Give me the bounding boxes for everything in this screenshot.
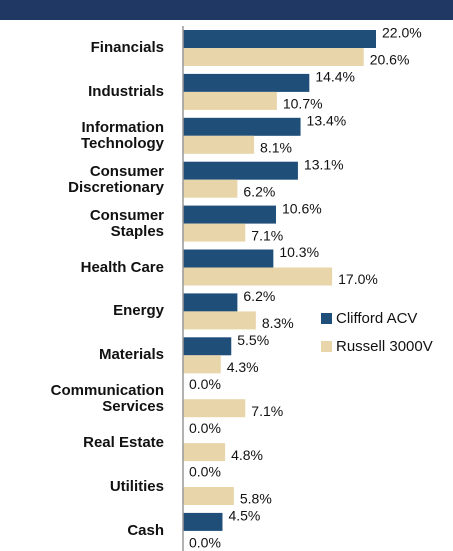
value-label: 0.0% bbox=[189, 420, 221, 436]
value-label: 10.3% bbox=[279, 244, 319, 260]
bar bbox=[183, 293, 238, 312]
value-label: 5.8% bbox=[240, 491, 272, 507]
value-label: 4.8% bbox=[231, 447, 263, 463]
bar bbox=[183, 117, 301, 136]
value-label: 10.6% bbox=[282, 200, 322, 216]
bar bbox=[183, 443, 226, 462]
value-label: 6.2% bbox=[243, 288, 275, 304]
value-label: 8.1% bbox=[260, 140, 292, 156]
bar bbox=[183, 179, 238, 198]
legend-label: Clifford ACV bbox=[336, 310, 417, 327]
category-label: Communication Services bbox=[50, 382, 164, 416]
category-label: Health Care bbox=[80, 258, 164, 276]
value-label: 10.7% bbox=[283, 96, 323, 112]
value-label: 4.5% bbox=[228, 508, 260, 524]
category-label: Financials bbox=[90, 39, 164, 56]
bar bbox=[183, 311, 256, 330]
bar bbox=[183, 223, 246, 242]
category-label: Energy bbox=[113, 302, 164, 320]
legend-swatch bbox=[321, 341, 332, 352]
header-band bbox=[0, 0, 453, 20]
value-label: 5.5% bbox=[237, 332, 269, 348]
value-label: 6.2% bbox=[243, 183, 275, 199]
bar bbox=[183, 487, 234, 505]
value-label: 13.4% bbox=[307, 113, 347, 129]
bar bbox=[183, 355, 221, 374]
category-label: Real Estate bbox=[83, 434, 164, 452]
category-label: Materials bbox=[98, 346, 164, 364]
category-label: Utilities bbox=[109, 478, 164, 495]
category-label: Industrials bbox=[88, 82, 164, 100]
value-label: 7.1% bbox=[251, 403, 283, 419]
value-label: 4.3% bbox=[227, 359, 259, 375]
bar bbox=[183, 135, 255, 154]
bar bbox=[183, 48, 364, 66]
value-label: 13.1% bbox=[304, 156, 344, 172]
bar bbox=[183, 399, 246, 418]
legend-swatch bbox=[321, 313, 332, 324]
bar bbox=[183, 205, 276, 224]
value-label: 14.4% bbox=[315, 69, 355, 85]
value-label: 0.0% bbox=[189, 376, 221, 392]
bar bbox=[183, 249, 274, 268]
bar bbox=[183, 267, 333, 286]
value-label: 22.0% bbox=[382, 25, 422, 41]
value-label: 17.0% bbox=[338, 271, 378, 287]
bar bbox=[183, 30, 376, 48]
category-label: Information Technology bbox=[80, 118, 164, 152]
category-label: Consumer Staples bbox=[89, 206, 164, 240]
value-label: 0.0% bbox=[189, 535, 221, 551]
category-label: Consumer Discretionary bbox=[68, 162, 164, 196]
value-label: 8.3% bbox=[262, 315, 294, 331]
value-label: 7.1% bbox=[251, 227, 283, 243]
bar bbox=[183, 512, 223, 531]
bar bbox=[183, 337, 232, 356]
bar bbox=[183, 73, 310, 92]
category-label: Cash bbox=[127, 521, 164, 539]
bar bbox=[183, 91, 277, 110]
value-label: 20.6% bbox=[370, 52, 410, 68]
bar bbox=[183, 161, 298, 180]
value-label: 0.0% bbox=[189, 464, 221, 480]
legend-label: Russell 3000V bbox=[336, 338, 433, 355]
